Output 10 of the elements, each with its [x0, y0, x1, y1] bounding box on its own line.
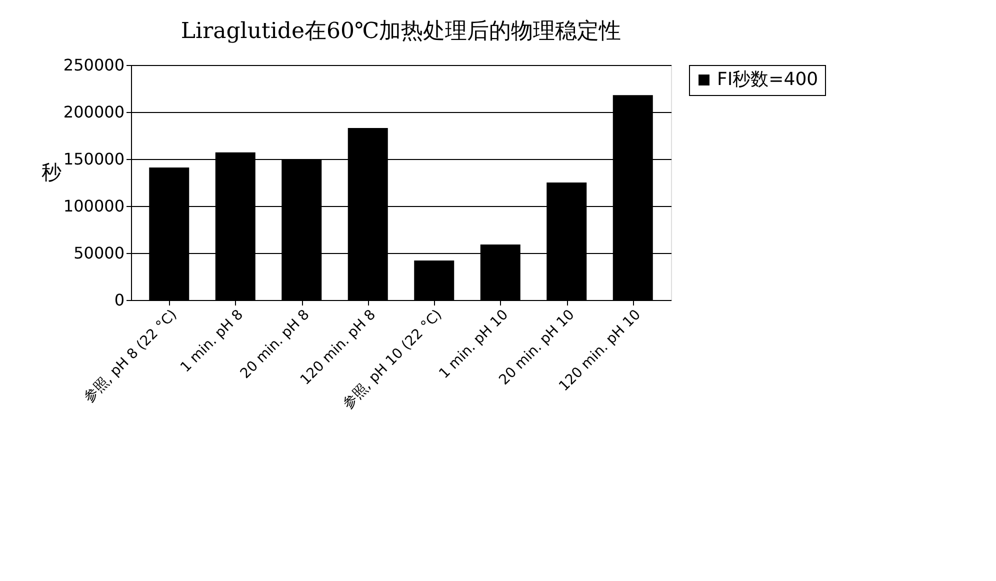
y-axis-title: 秒 [41, 160, 62, 184]
y-tick-label: 250000 [63, 56, 124, 74]
y-tick-label: 0 [114, 290, 124, 310]
y-tick-label: 50000 [74, 244, 124, 262]
legend-label: FI秒数=400 [717, 69, 818, 90]
x-tick-label: 参照, pH 8 (22 °C) [81, 306, 180, 406]
chart-title: Liraglutide在60℃加热处理后的物理稳定性 [180, 19, 622, 44]
y-tick-label: 150000 [63, 150, 124, 168]
y-tick-label: 200000 [63, 102, 124, 122]
y-tick-label: 100000 [63, 196, 124, 216]
